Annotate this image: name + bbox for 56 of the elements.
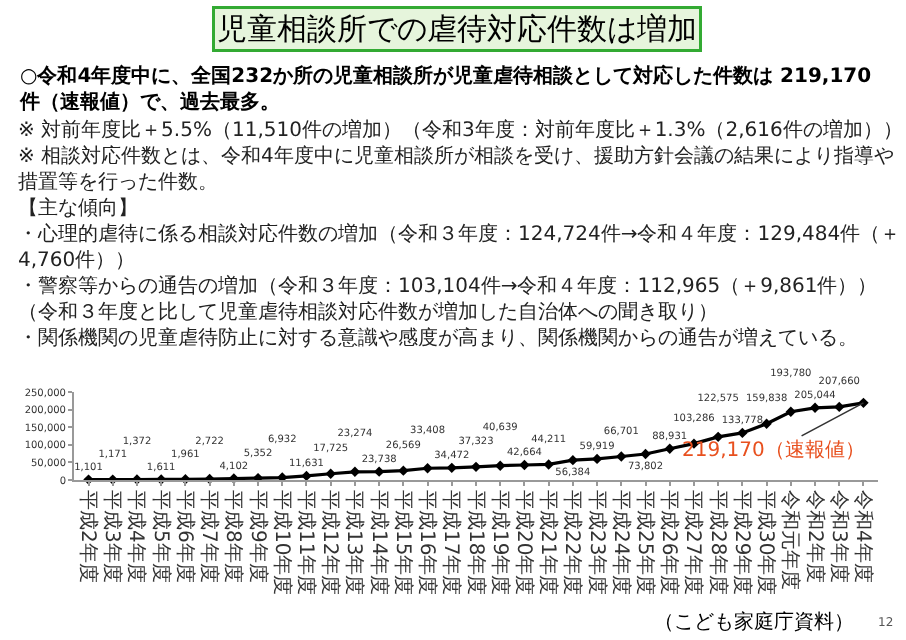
x-tick-label: 令和4年度 xyxy=(850,490,875,583)
x-tick-label: 平成20年度 xyxy=(511,490,536,596)
point xyxy=(325,468,336,479)
x-tick-label: 平成24年度 xyxy=(608,490,633,596)
x-tick-label: 平成7年度 xyxy=(197,490,222,583)
point xyxy=(761,418,772,429)
x-tick-label: 令和元年度 xyxy=(778,490,803,590)
point xyxy=(834,401,845,413)
x-tick-label: 平成28年度 xyxy=(705,490,730,596)
text: ・心理的虐待に係る相談対応件数の増加（令和３年度：124,724件→令和４年度：129,484件（＋4,760件）） xyxy=(18,222,901,272)
text: ・関係機関の児童虐待防止に対する意識や感度が高まり、関係機関からの通告が増えている。 xyxy=(18,326,858,350)
x-tick-label: 平成8年度 xyxy=(221,490,246,583)
x-tick-label: 平成6年度 xyxy=(172,490,197,583)
x-tick-label: 平成19年度 xyxy=(487,490,512,596)
text: 【主な傾向】 xyxy=(18,196,138,220)
point xyxy=(640,448,651,460)
x-tick-label: 平成18年度 xyxy=(463,490,488,596)
point xyxy=(519,459,530,471)
x-tick-label: 平成23年度 xyxy=(584,490,609,596)
x-tick-label: 平成3年度 xyxy=(100,490,125,583)
point xyxy=(664,443,675,454)
x-tick-label: 平成15年度 xyxy=(390,490,415,596)
x-tick-label: 平成4年度 xyxy=(124,490,149,583)
chart-subtitle: ○令和4年度中に、全国232か所の児童相談所が児童虐待相談として対応した件数は 219,170 件（速報値）で、過去最多。 xyxy=(18,64,879,114)
x-tick-label: 平成17年度 xyxy=(439,490,464,596)
x-tick-label: 平成30年度 xyxy=(754,490,779,596)
text: ・警察等からの通告の増加（令和３年度：103,104件→令和４年度：112,965（＋9,861件）） xyxy=(18,274,878,298)
point xyxy=(398,465,409,476)
x-tick-label: 平成21年度 xyxy=(536,490,561,596)
x-tick-label: 平成11年度 xyxy=(293,490,318,596)
x-tick-label: 平成26年度 xyxy=(657,490,682,596)
text: （こども家庭庁資料） xyxy=(654,610,854,634)
x-tick-label: 令和3年度 xyxy=(826,490,851,583)
x-tick-label: 平成27年度 xyxy=(681,490,706,596)
x-tick-label: 平成22年度 xyxy=(560,490,585,596)
x-tick-label: 平成2年度 xyxy=(76,490,101,583)
x-tick-label: 平成13年度 xyxy=(342,490,367,596)
point xyxy=(422,463,433,474)
x-tick-label: 平成10年度 xyxy=(269,490,294,596)
point xyxy=(785,406,797,417)
x-tick-label: 平成12年度 xyxy=(318,490,343,596)
point xyxy=(737,427,748,439)
x-tick-label: 平成25年度 xyxy=(633,490,658,596)
x-tick-label: 平成5年度 xyxy=(148,490,173,583)
text: ※ 対前年度比＋5.5%（11,510件の増加）（令和3年度：対前年度比＋1.3%（2,616件の増加）） xyxy=(18,118,903,142)
x-tick-label: 平成16年度 xyxy=(415,490,440,596)
point xyxy=(616,451,627,462)
point xyxy=(446,462,457,474)
x-tick-label: 平成29年度 xyxy=(729,490,754,596)
annotation: 219,170（速報値） xyxy=(682,438,865,462)
x-tick-label: 平成14年度 xyxy=(366,490,391,596)
x-tick-label: 平成9年度 xyxy=(245,490,270,583)
x-tick-label: 令和2年度 xyxy=(802,490,827,583)
chart-title: 児童相談所での虐待対応件数は増加 xyxy=(217,11,697,47)
text: ※ 相談対応件数とは、令和4年度中に児童相談所が相談を受け、援助方針会議の結果により指導や措置等を行った件数。 xyxy=(18,144,894,194)
text: （令和３年度と比して児童虐待相談対応件数が増加した自治体への聞き取り） xyxy=(18,300,718,324)
